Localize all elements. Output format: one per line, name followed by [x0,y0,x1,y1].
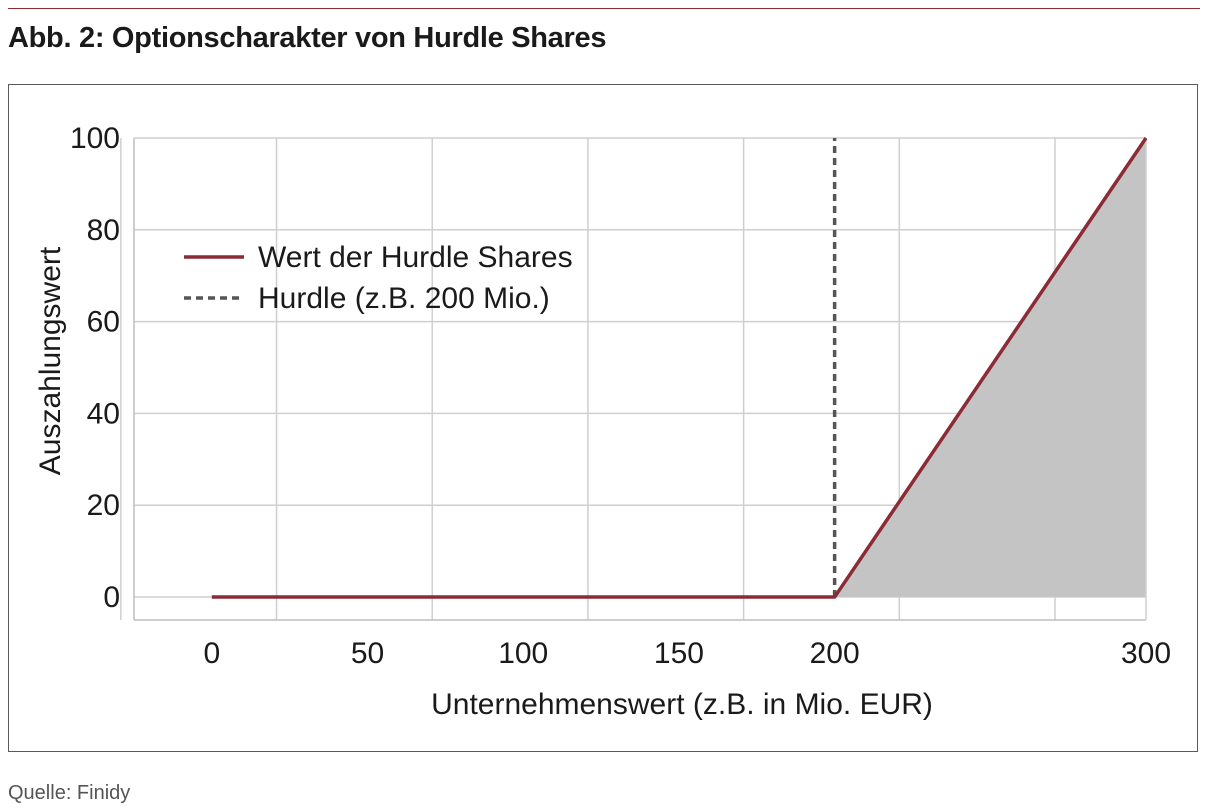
source-note: Quelle: Finidy [8,782,131,804]
top-rule [8,8,1200,9]
x-tick-labels: 0 50 100 150 200 300 [204,637,1172,670]
y-axis-label: Auszahlungswert [34,246,67,475]
legend-label-hurdle-shares: Wert der Hurdle Shares [258,241,573,274]
x-tick-label: 200 [810,637,860,670]
x-tick-label: 100 [498,637,548,670]
legend: Wert der Hurdle Shares Hurdle (z.B. 200 … [184,241,573,315]
x-tick-label: 150 [654,637,704,670]
y-tick-label: 40 [87,397,120,430]
y-tick-label: 60 [87,306,120,339]
legend-label-hurdle: Hurdle (z.B. 200 Mio.) [258,282,550,315]
hurdle-shares-value-line [211,137,1148,599]
y-tick-labels: 0 20 40 60 80 100 [70,122,120,614]
x-tick-label: 0 [204,637,221,670]
y-tick-label: 0 [103,581,120,614]
chart-frame [8,84,1198,752]
x-tick-label: 50 [351,637,384,670]
x-tick-label: 300 [1121,637,1171,670]
y-tick-label: 100 [70,122,120,155]
axes [133,138,1147,621]
y-tick-label: 20 [87,489,120,522]
y-tick-label: 80 [87,214,120,247]
x-axis-label: Unternehmenswert (z.B. in Mio. EUR) [431,688,933,721]
figure-title: Abb. 2: Optionscharakter von Hurdle Shar… [8,22,607,54]
